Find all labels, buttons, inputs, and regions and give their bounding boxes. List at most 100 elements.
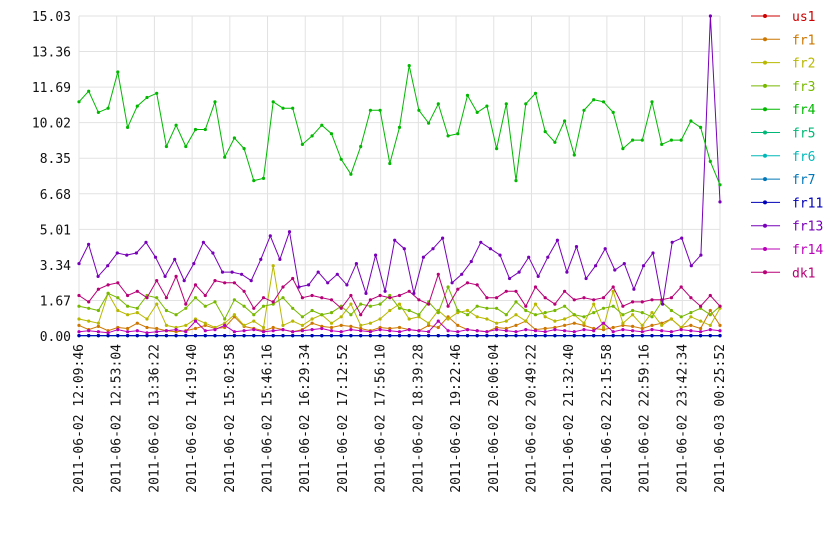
legend-label: us1 — [792, 10, 815, 25]
data-point-dk1 — [407, 289, 411, 293]
data-point-fr14 — [261, 330, 266, 334]
data-point-fr3 — [524, 308, 528, 313]
data-point-fr2 — [446, 317, 450, 321]
data-point-fr1 — [397, 325, 402, 330]
data-point-fr11 — [601, 334, 606, 338]
data-point-fr13 — [546, 255, 550, 259]
data-point-fr3 — [417, 313, 421, 317]
data-point-dk1 — [456, 287, 460, 291]
data-point-fr11 — [368, 334, 372, 338]
data-point-fr11 — [261, 334, 266, 338]
data-point-fr13 — [622, 262, 626, 266]
data-point-fr14 — [592, 329, 596, 333]
data-point-fr2 — [533, 302, 538, 306]
data-point-fr11 — [164, 334, 168, 338]
data-point-fr14 — [329, 329, 334, 333]
data-point-fr2 — [135, 311, 139, 315]
data-point-dk1 — [135, 289, 139, 293]
y-axis-ticks: 0.00 1.67 3.34 5.01 6.68 8.35 10.02 11.69 13.36 1… — [32, 10, 71, 345]
data-point-fr1 — [640, 326, 644, 331]
data-point-dk1 — [446, 304, 450, 308]
x-axis-ticks: 2011-06-02 12:09:46 2011-06-02 12:53:04 20… — [72, 344, 728, 493]
y-tick-label: 1.67 — [40, 294, 71, 309]
data-point-fr2 — [116, 308, 120, 313]
data-point-fr13 — [326, 281, 330, 285]
x-tick-label: 2011-06-02 21:32:40 — [562, 344, 577, 493]
data-point-fr13 — [220, 270, 225, 274]
data-point-fr11 — [349, 334, 353, 338]
legend-item-fr11: fr11 — [751, 196, 823, 211]
data-point-fr13 — [689, 264, 693, 268]
data-point-fr4 — [708, 159, 712, 163]
data-point-fr13 — [259, 257, 263, 261]
data-point-fr11 — [397, 334, 402, 338]
data-point-fr14 — [77, 330, 81, 334]
data-point-fr4 — [514, 179, 518, 183]
data-point-fr13 — [153, 255, 158, 259]
data-point-fr13 — [230, 270, 234, 274]
data-point-fr14 — [514, 330, 518, 334]
data-point-dk1 — [223, 281, 227, 285]
data-point-fr4 — [475, 110, 479, 114]
data-point-fr3 — [174, 313, 178, 317]
data-point-fr2 — [699, 319, 703, 323]
data-point-fr1 — [708, 308, 712, 313]
data-point-fr4 — [203, 127, 207, 132]
data-point-fr4 — [271, 100, 275, 104]
data-point-fr14 — [135, 329, 139, 333]
legend-item-fr4: fr4 — [751, 103, 816, 118]
data-point-fr2 — [87, 319, 91, 323]
data-point-fr14 — [368, 330, 372, 334]
data-point-fr2 — [708, 323, 712, 327]
data-point-fr11 — [495, 334, 499, 338]
data-point-fr3 — [126, 304, 130, 308]
data-point-fr11 — [116, 334, 120, 338]
data-point-fr13 — [488, 247, 492, 251]
data-point-fr14 — [339, 330, 343, 334]
data-point-dk1 — [359, 313, 363, 317]
y-tick-label: 6.68 — [40, 188, 71, 203]
data-point-fr13 — [268, 234, 272, 238]
legend-swatch-marker — [763, 177, 767, 182]
data-point-fr1 — [572, 321, 576, 325]
data-point-fr14 — [213, 328, 217, 332]
data-point-fr4 — [660, 142, 664, 146]
x-tick-label: 2011-06-03 00:25:52 — [713, 344, 728, 493]
data-point-fr13 — [249, 279, 253, 283]
data-point-fr4 — [126, 125, 130, 129]
data-point-fr13 — [441, 236, 445, 240]
data-point-dk1 — [397, 293, 402, 298]
data-point-fr2 — [465, 308, 470, 313]
data-point-fr11 — [184, 334, 188, 338]
data-point-fr13 — [574, 245, 579, 249]
data-point-fr14 — [572, 330, 576, 334]
data-point-fr3 — [116, 296, 120, 300]
x-tick-label: 2011-06-02 20:49:22 — [524, 344, 539, 493]
data-point-fr14 — [465, 328, 470, 332]
legend-label: fr4 — [792, 103, 816, 118]
data-point-dk1 — [291, 276, 295, 281]
data-point-fr14 — [718, 329, 722, 333]
data-point-fr13 — [96, 274, 100, 278]
data-point-dk1 — [116, 281, 120, 285]
data-point-fr11 — [524, 334, 528, 338]
legend-label: fr1 — [792, 33, 815, 48]
data-point-fr11 — [465, 334, 470, 338]
data-point-fr2 — [359, 323, 363, 327]
data-point-dk1 — [242, 289, 246, 293]
data-point-fr2 — [223, 321, 227, 325]
data-point-dk1 — [465, 281, 470, 285]
data-point-fr4 — [621, 147, 625, 151]
data-point-fr3 — [242, 304, 246, 308]
data-point-fr2 — [621, 321, 625, 325]
legend-swatch-marker — [763, 153, 767, 158]
data-point-fr13 — [450, 281, 454, 285]
data-point-fr13 — [565, 270, 569, 274]
data-point-dk1 — [533, 285, 538, 289]
series-fr3 — [77, 285, 722, 321]
data-point-fr3 — [388, 293, 392, 298]
data-point-fr3 — [650, 315, 654, 319]
data-point-dk1 — [378, 293, 382, 298]
data-point-fr3 — [533, 313, 538, 317]
